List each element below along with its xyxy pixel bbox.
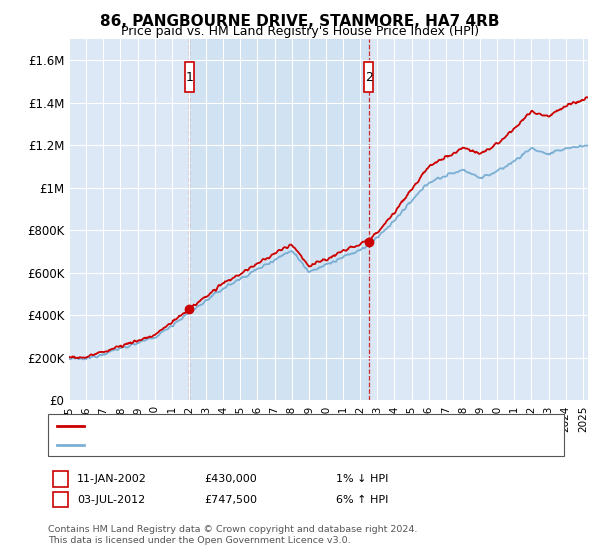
- Text: 86, PANGBOURNE DRIVE, STANMORE, HA7 4RB: 86, PANGBOURNE DRIVE, STANMORE, HA7 4RB: [100, 14, 500, 29]
- Text: 03-JUL-2012: 03-JUL-2012: [77, 494, 145, 505]
- Text: 6% ↑ HPI: 6% ↑ HPI: [336, 494, 388, 505]
- Text: £430,000: £430,000: [204, 474, 257, 484]
- Text: 1% ↓ HPI: 1% ↓ HPI: [336, 474, 388, 484]
- Text: 1: 1: [185, 71, 193, 83]
- Text: 86, PANGBOURNE DRIVE, STANMORE, HA7 4RB (detached house): 86, PANGBOURNE DRIVE, STANMORE, HA7 4RB …: [90, 421, 447, 431]
- Text: 2: 2: [57, 494, 64, 505]
- Text: Price paid vs. HM Land Registry's House Price Index (HPI): Price paid vs. HM Land Registry's House …: [121, 25, 479, 38]
- Bar: [190, 39, 369, 400]
- FancyBboxPatch shape: [185, 62, 194, 92]
- Text: Contains HM Land Registry data © Crown copyright and database right 2024.
This d: Contains HM Land Registry data © Crown c…: [48, 525, 418, 545]
- Text: 11-JAN-2002: 11-JAN-2002: [77, 474, 146, 484]
- Text: £747,500: £747,500: [204, 494, 257, 505]
- Text: 1: 1: [57, 474, 64, 484]
- Text: HPI: Average price, detached house, Harrow: HPI: Average price, detached house, Harr…: [90, 440, 331, 450]
- FancyBboxPatch shape: [364, 62, 373, 92]
- Text: 2: 2: [365, 71, 373, 83]
